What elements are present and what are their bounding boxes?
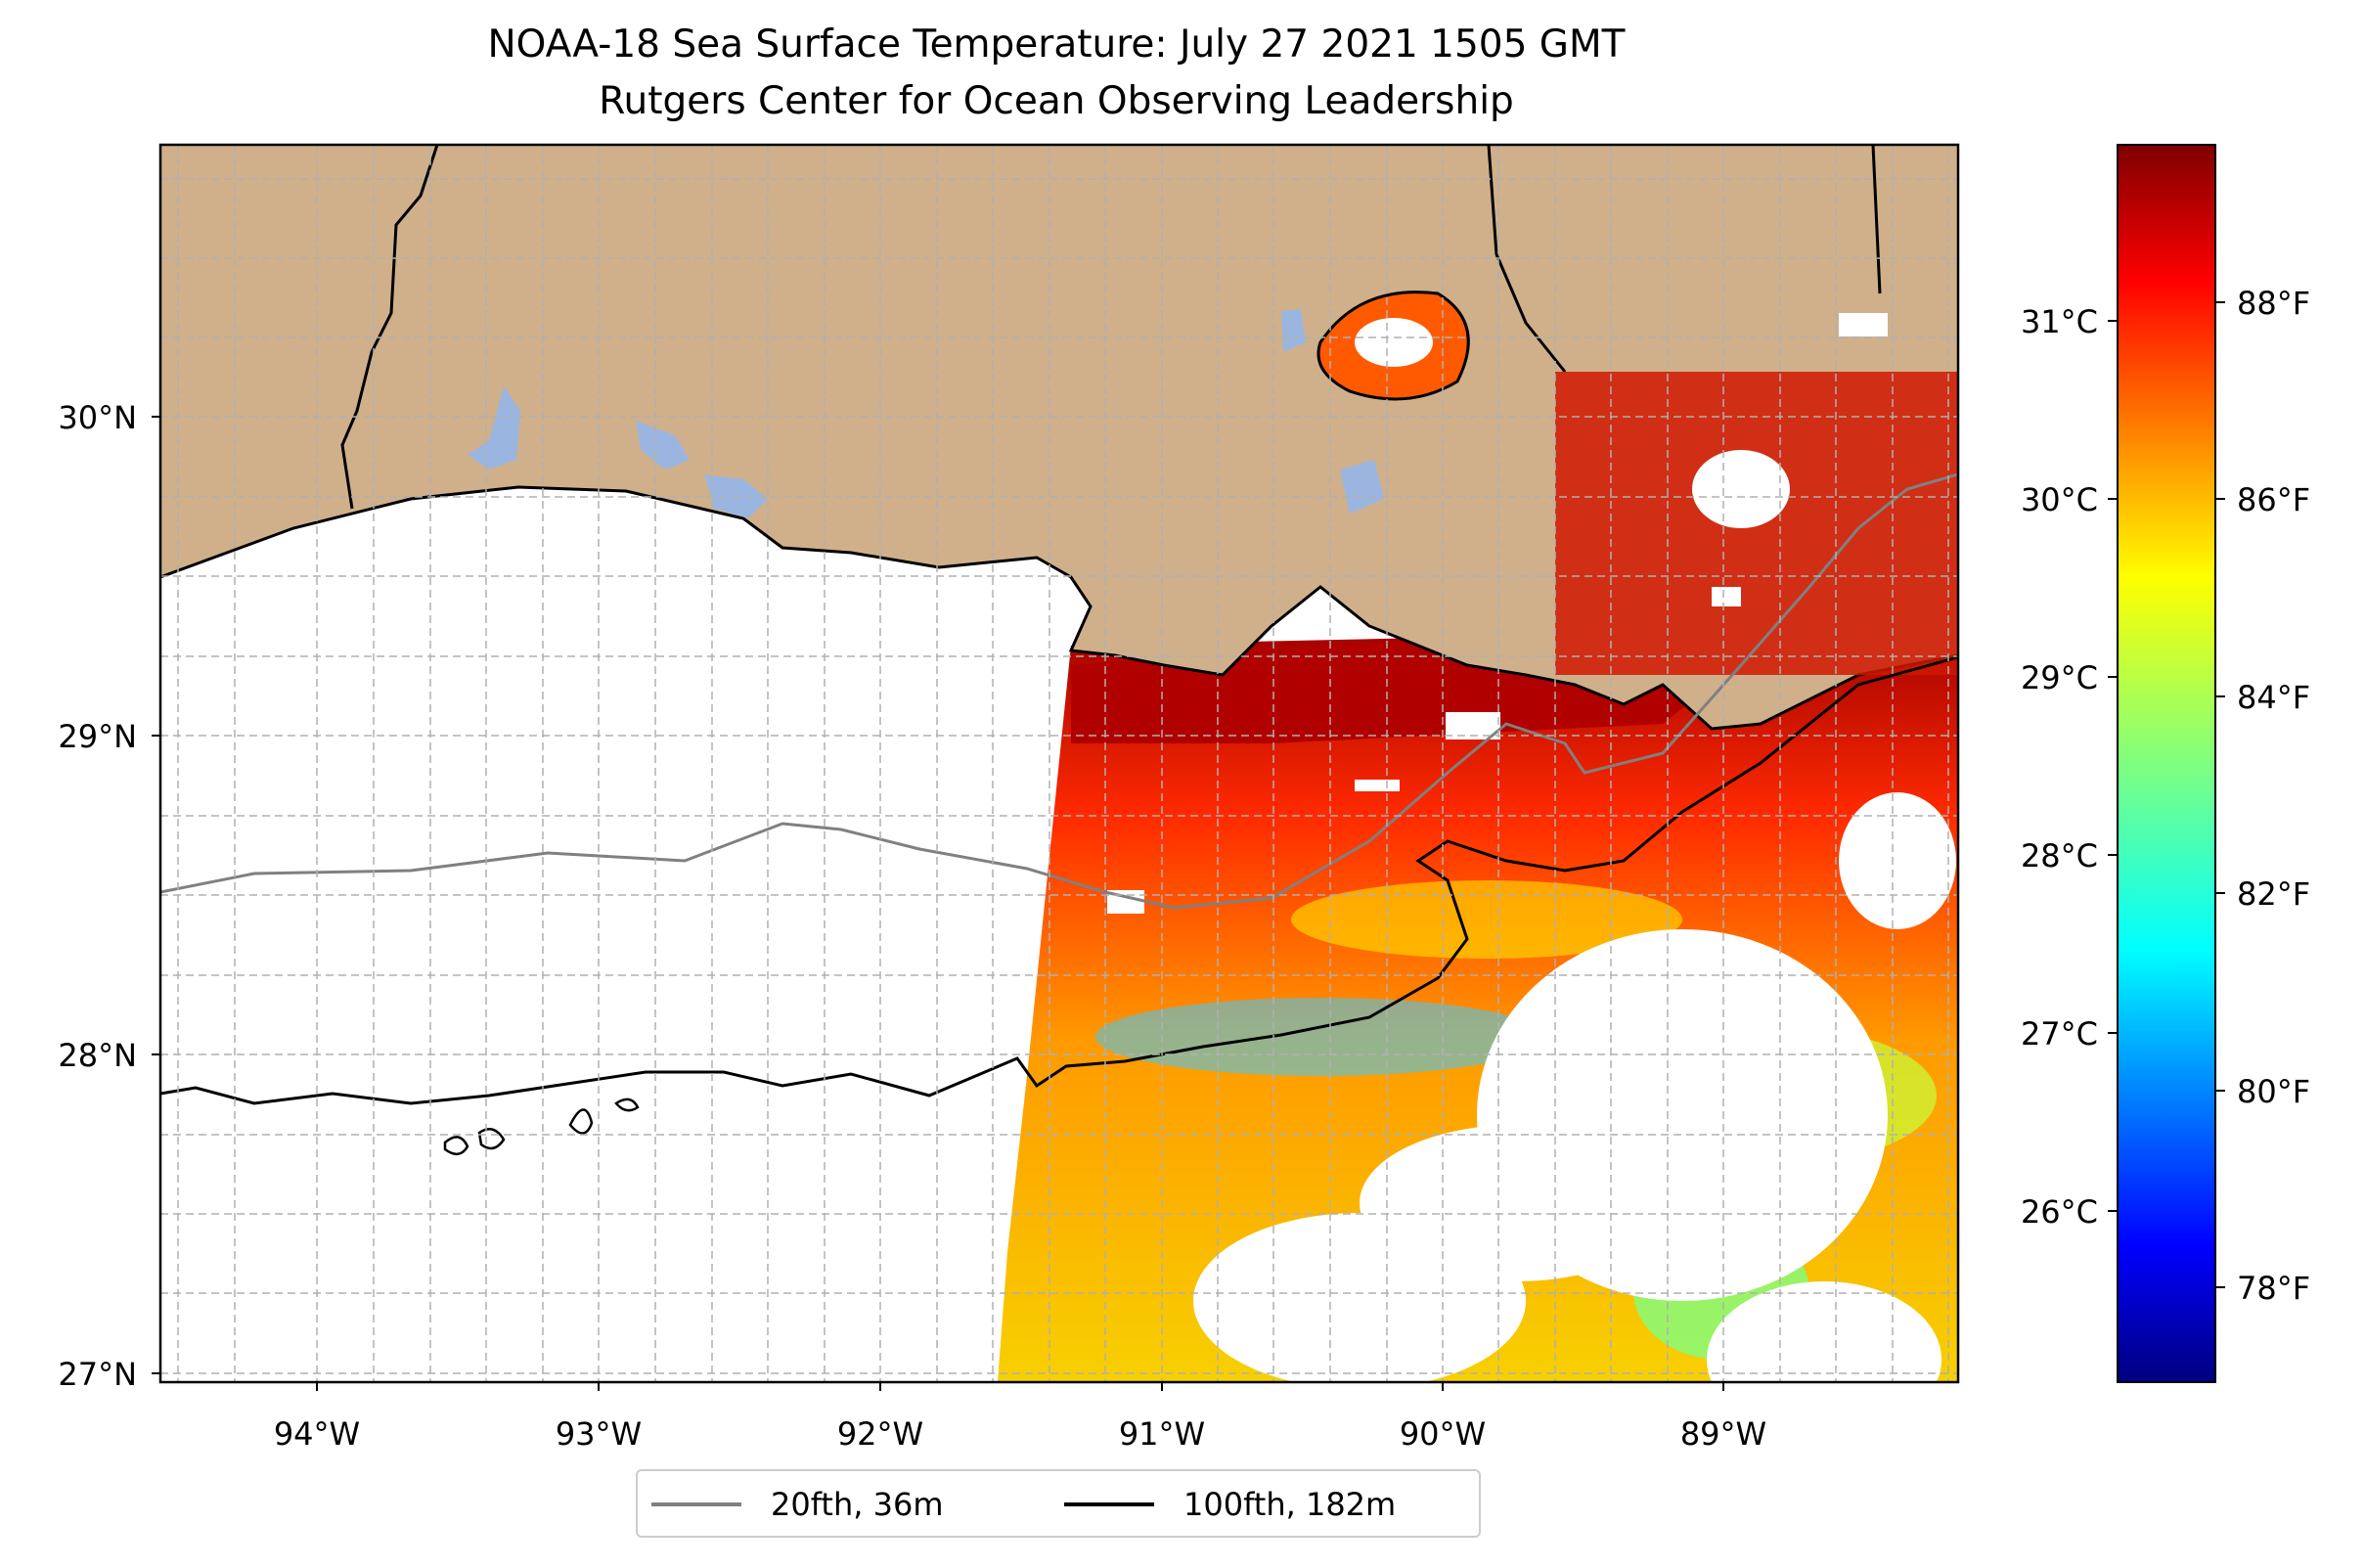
graticule (160, 145, 1958, 1382)
map-title: NOAA-18 Sea Surface Temperature: July 27… (487, 22, 1626, 67)
coastline (160, 485, 1958, 731)
colorbar-fahrenheit-label: 80°F (2237, 1073, 2310, 1110)
contour-100fth (160, 655, 1958, 1105)
colorbar (2117, 144, 2216, 1383)
lat-label: 29°N (58, 718, 137, 755)
lat-label: 28°N (58, 1037, 137, 1074)
colorbar-fahrenheit-label: 78°F (2237, 1270, 2310, 1307)
colorbar-fahrenheit-label: 84°F (2237, 679, 2310, 716)
colorbar-celsius-label: 30°C (2021, 481, 2098, 518)
lon-label: 92°W (837, 1415, 923, 1453)
lon-label: 90°W (1400, 1415, 1486, 1453)
lat-label: 30°N (58, 399, 137, 436)
colorbar-fahrenheit-label: 86°F (2237, 481, 2310, 518)
map-subtitle: Rutgers Center for Ocean Observing Leade… (599, 79, 1514, 123)
lat-label: 27°N (58, 1356, 137, 1393)
colorbar-celsius-label: 28°C (2021, 837, 2098, 874)
lon-label: 89°W (1680, 1415, 1766, 1453)
colorbar-ticks (2108, 301, 2225, 1288)
contour-20fth (160, 472, 1958, 910)
colorbar-celsius-label: 26°C (2021, 1193, 2098, 1231)
lon-label: 91°W (1119, 1415, 1205, 1453)
colorbar-celsius-label: 27°C (2021, 1015, 2098, 1053)
colorbar-celsius-label: 29°C (2021, 659, 2098, 696)
colorbar-fahrenheit-label: 82°F (2237, 875, 2310, 913)
legend: 20fth, 36m 100fth, 182m (636, 1469, 1481, 1538)
legend-item-20fth: 20fth, 36m (651, 1485, 943, 1524)
lon-label: 93°W (556, 1415, 642, 1453)
legend-swatch-black (1064, 1502, 1154, 1506)
axis-ticks (152, 416, 1724, 1391)
colorbar-celsius-label: 31°C (2021, 303, 2098, 340)
legend-item-100fth: 100fth, 182m (1064, 1485, 1396, 1524)
land-area (160, 145, 1958, 729)
legend-label: 100fth, 182m (1183, 1486, 1397, 1523)
legend-swatch-gray (651, 1502, 741, 1506)
lon-label: 94°W (274, 1415, 360, 1453)
legend-label: 20fth, 36m (771, 1486, 944, 1523)
map-panel (160, 145, 1958, 1382)
map-frame (158, 143, 1960, 1384)
colorbar-fahrenheit-label: 88°F (2237, 285, 2310, 322)
